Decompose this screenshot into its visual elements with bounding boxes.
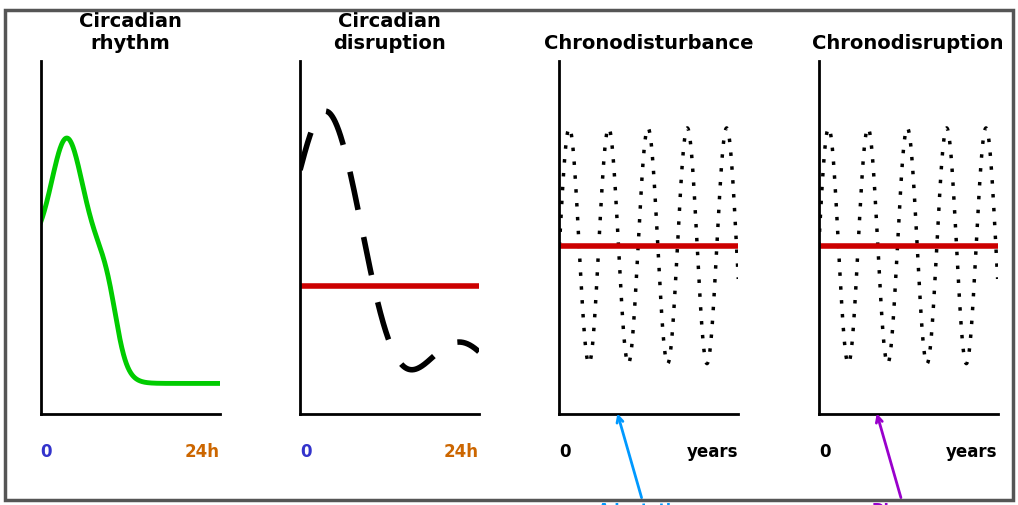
Text: Adaptation: Adaptation [598, 417, 693, 505]
Title: Circadian
disruption: Circadian disruption [333, 13, 446, 54]
Title: Chronodisturbance: Chronodisturbance [544, 34, 753, 54]
Title: Chronodisruption: Chronodisruption [812, 34, 1004, 54]
Text: 0: 0 [300, 442, 312, 461]
Title: Circadian
rhythm: Circadian rhythm [78, 13, 181, 54]
Text: 0: 0 [41, 442, 52, 461]
Text: Disease: Disease [871, 417, 938, 505]
Text: 0: 0 [818, 442, 831, 461]
Text: years: years [946, 442, 998, 461]
Text: 24h: 24h [444, 442, 478, 461]
Text: 24h: 24h [184, 442, 220, 461]
Text: 0: 0 [560, 442, 571, 461]
Text: years: years [687, 442, 738, 461]
